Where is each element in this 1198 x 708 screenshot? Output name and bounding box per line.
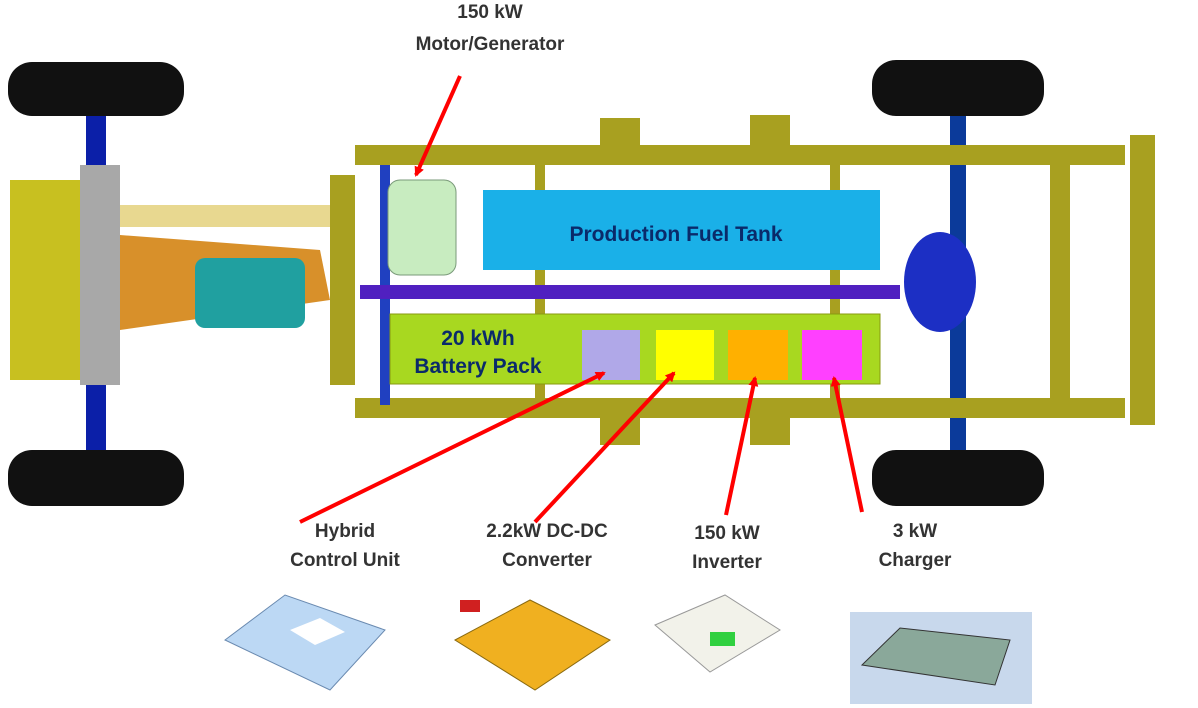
charger-label: Charger bbox=[879, 550, 952, 571]
charger-block bbox=[802, 330, 862, 380]
engine bbox=[10, 165, 335, 385]
inverter-image bbox=[655, 595, 780, 672]
charger-label: 3 kW bbox=[893, 521, 937, 542]
hcu-image bbox=[225, 595, 385, 690]
frame bbox=[330, 115, 1155, 445]
charger-image bbox=[850, 612, 1032, 704]
motor-generator bbox=[388, 180, 456, 275]
hcu-label: Control Unit bbox=[290, 550, 400, 571]
dcdc-label: Converter bbox=[502, 550, 592, 571]
diagram: Production Fuel Tank 20 kWh Battery Pack… bbox=[0, 0, 1198, 708]
inverter-block bbox=[728, 330, 788, 380]
motor-label: Motor/Generator bbox=[416, 34, 565, 55]
battery-label: 20 kWh bbox=[441, 327, 515, 350]
inverter-label: Inverter bbox=[692, 552, 762, 573]
hcu-label: Hybrid bbox=[315, 521, 375, 542]
inverter-label: 150 kW bbox=[694, 523, 760, 544]
drive-shaft bbox=[360, 285, 900, 299]
motor-label: 150 kW bbox=[457, 2, 523, 23]
dcdc-block bbox=[656, 330, 714, 380]
battery-label: Battery Pack bbox=[414, 355, 542, 378]
dcdc-label: 2.2kW DC-DC bbox=[486, 521, 608, 542]
rear-axle bbox=[872, 60, 1044, 506]
hcu-block bbox=[582, 330, 640, 380]
dcdc-image bbox=[455, 600, 610, 690]
page: { "labels": { "motor": ["150 kW", "Motor… bbox=[0, 0, 1198, 708]
fuel-tank-label: Production Fuel Tank bbox=[569, 223, 782, 246]
